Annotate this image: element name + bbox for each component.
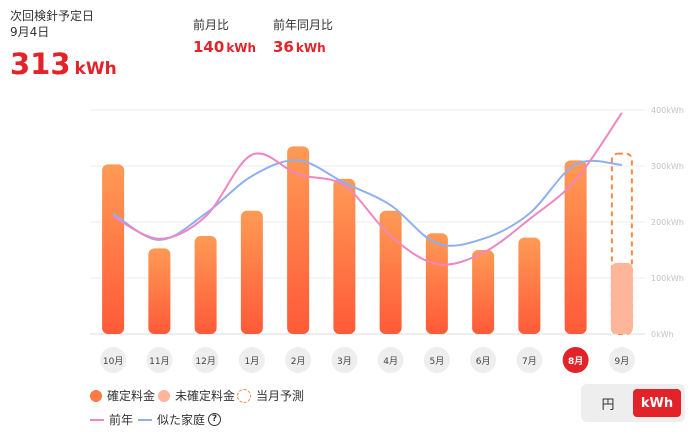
current-usage-value: 313 [10, 47, 71, 81]
last-year-line [112, 112, 623, 266]
usage-chart: 0kWh 100kWh 200kWh 300kWh 400kWh 10月 11月 12月 1月… [90, 106, 684, 373]
month-label[interactable]: 1月 [245, 356, 260, 367]
month-label-bg[interactable] [285, 347, 312, 373]
confirmed-bar[interactable] [194, 236, 217, 334]
unit-toggle: 円 kWh [581, 384, 685, 422]
month-label-bg[interactable] [377, 347, 404, 373]
y-tick-label: 100kWh [651, 274, 684, 283]
prev-month-value: 140 [193, 38, 225, 56]
last-year-swatch [90, 418, 104, 421]
confirmed-bar[interactable] [287, 146, 310, 334]
next-reading-label: 次回検針予定日 [10, 9, 95, 23]
confirmed-bar[interactable] [564, 160, 587, 334]
prev-month-unit: kWh [226, 41, 257, 55]
month-label[interactable]: 6月 [476, 356, 491, 367]
month-label-bg[interactable] [608, 347, 635, 373]
confirmed-bar[interactable] [333, 178, 356, 334]
confirmed-swatch [90, 389, 102, 402]
prev-month-label: 前月比 [193, 18, 230, 32]
y-tick-label: 0kWh [651, 330, 674, 339]
legend-last-year: 前年 [90, 411, 133, 428]
month-label[interactable]: 3月 [337, 356, 352, 367]
confirmed-bar[interactable] [148, 248, 171, 334]
kwh-toggle-button[interactable]: kWh [633, 389, 681, 417]
month-label-bg[interactable] [192, 347, 219, 373]
confirmed-bar[interactable] [472, 250, 495, 334]
month-label[interactable]: 11月 [149, 356, 169, 367]
month-label-bg[interactable] [100, 347, 127, 373]
month-label-bg[interactable] [331, 347, 358, 373]
y-tick-label: 300kWh [651, 162, 684, 171]
month-label[interactable]: 5月 [430, 356, 445, 367]
month-label[interactable]: 7月 [522, 356, 537, 367]
legend-similar-label: 似た家庭 [157, 413, 206, 427]
confirmed-bar[interactable] [102, 164, 125, 334]
next-reading-date: 9月4日 [10, 25, 50, 39]
legend-last-year-label: 前年 [109, 413, 134, 427]
prev-year-value: 36 [273, 38, 294, 56]
month-label[interactable]: 12月 [195, 356, 215, 367]
confirmed-bar[interactable] [518, 237, 541, 334]
month-label[interactable]: 8月 [568, 356, 583, 367]
month-label-selected-bg[interactable] [562, 347, 589, 373]
legend-unconfirmed: 未確定料金 [158, 387, 235, 404]
y-tick-label: 200kWh [651, 218, 684, 227]
prev-year-label: 前年同月比 [273, 18, 334, 32]
forecast-swatch [237, 388, 251, 403]
month-label-bg[interactable] [238, 347, 265, 373]
prev-year-comparison: 36 kWh [273, 38, 326, 56]
legend-similar: 似た家庭 ? [138, 411, 222, 428]
legend-unconfirmed-label: 未確定料金 [175, 389, 236, 403]
legend-confirmed: 確定料金 [90, 387, 155, 404]
y-tick-label: 400kWh [651, 106, 684, 115]
month-label-bg[interactable] [146, 347, 173, 373]
month-label[interactable]: 10月 [103, 356, 123, 367]
unconfirmed-bar[interactable] [610, 262, 633, 334]
help-icon[interactable]: ? [208, 413, 222, 426]
legend-confirmed-label: 確定料金 [107, 389, 156, 403]
legend-forecast-label: 当月予測 [256, 389, 305, 403]
month-label[interactable]: 4月 [383, 356, 398, 367]
unconfirmed-swatch [158, 389, 170, 402]
month-label-bg[interactable] [516, 347, 543, 373]
prev-year-unit: kWh [295, 41, 326, 55]
prev-month-comparison: 140 kWh [193, 38, 256, 56]
month-label-bg[interactable] [470, 347, 497, 373]
confirmed-bar[interactable] [425, 233, 448, 334]
confirmed-bar[interactable] [240, 210, 263, 334]
month-label-bg[interactable] [423, 347, 450, 373]
current-usage: 313 kWh [10, 47, 117, 81]
yen-toggle-button[interactable]: 円 [601, 397, 615, 413]
legend-forecast: 当月予測 [237, 387, 304, 404]
similar-swatch [138, 418, 152, 421]
current-usage-unit: kWh [74, 59, 117, 79]
month-label[interactable]: 2月 [291, 356, 306, 367]
month-label[interactable]: 9月 [615, 356, 630, 367]
similar-households-line [112, 159, 622, 247]
